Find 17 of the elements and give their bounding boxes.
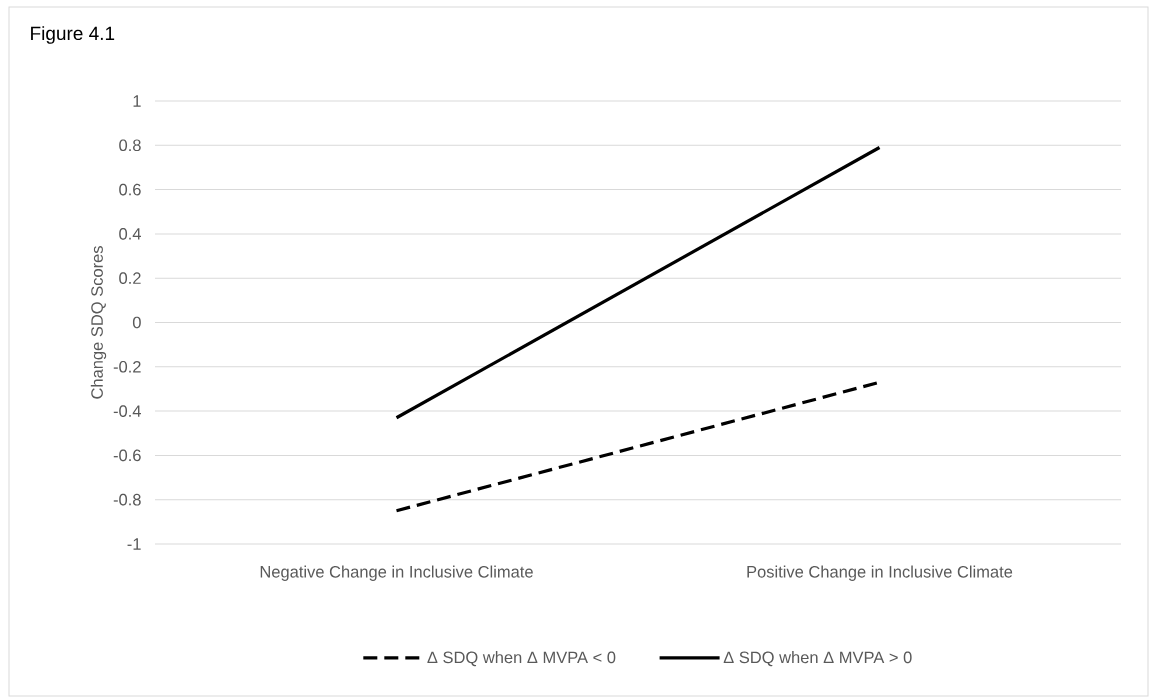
y-tick-label: 0.8 (119, 139, 141, 152)
y-tick-label: -0.8 (113, 493, 141, 506)
y-tick-label: 0 (132, 316, 141, 329)
chart-title: Figure 4.1 (31, 26, 115, 44)
x-tick-label: Negative Change in Inclusive Climate (260, 565, 533, 581)
y-tick-label: -0.2 (113, 360, 141, 373)
x-tick-label: Positive Change in Inclusive Climate (747, 565, 1013, 581)
y-tick-label: 1 (133, 95, 141, 107)
y-tick-label: -0.4 (113, 405, 141, 417)
y-tick-label: 0.4 (119, 228, 141, 240)
y-tick-label: -0.6 (113, 449, 141, 462)
y-axis-title: Change SDQ Scores (90, 246, 107, 399)
y-tick-label: 0.6 (119, 183, 141, 196)
legend-label: Δ SDQ when Δ MVPA > 0 (723, 651, 912, 667)
y-tick-label: 0.2 (119, 272, 141, 285)
y-tick-label: -1 (127, 538, 141, 550)
legend-label: Δ SDQ when Δ MVPA < 0 (427, 651, 616, 667)
